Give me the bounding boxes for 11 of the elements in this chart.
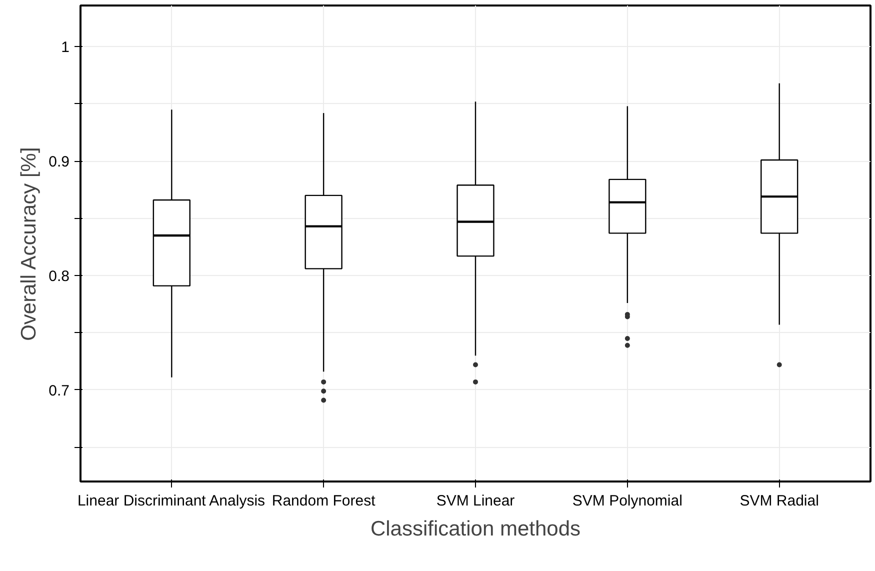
x-tick-label: SVM Polynomial <box>572 492 682 510</box>
y-tick-label: 1 <box>61 39 70 56</box>
x-tick-label: SVM Linear <box>436 492 515 510</box>
x-tick-label: Linear Discriminant Analysis <box>77 492 266 510</box>
y-tick-label: 0.8 <box>48 268 70 286</box>
x-tick-label: Random Forest <box>272 492 376 510</box>
y-axis-title: Overall Accuracy [%] <box>18 147 41 341</box>
x-tick-label: SVM Radial <box>740 492 819 510</box>
y-tick-label: 0.9 <box>48 154 70 171</box>
x-axis-title: Classification methods <box>370 518 581 540</box>
y-tick-label: 0.7 <box>48 382 70 400</box>
